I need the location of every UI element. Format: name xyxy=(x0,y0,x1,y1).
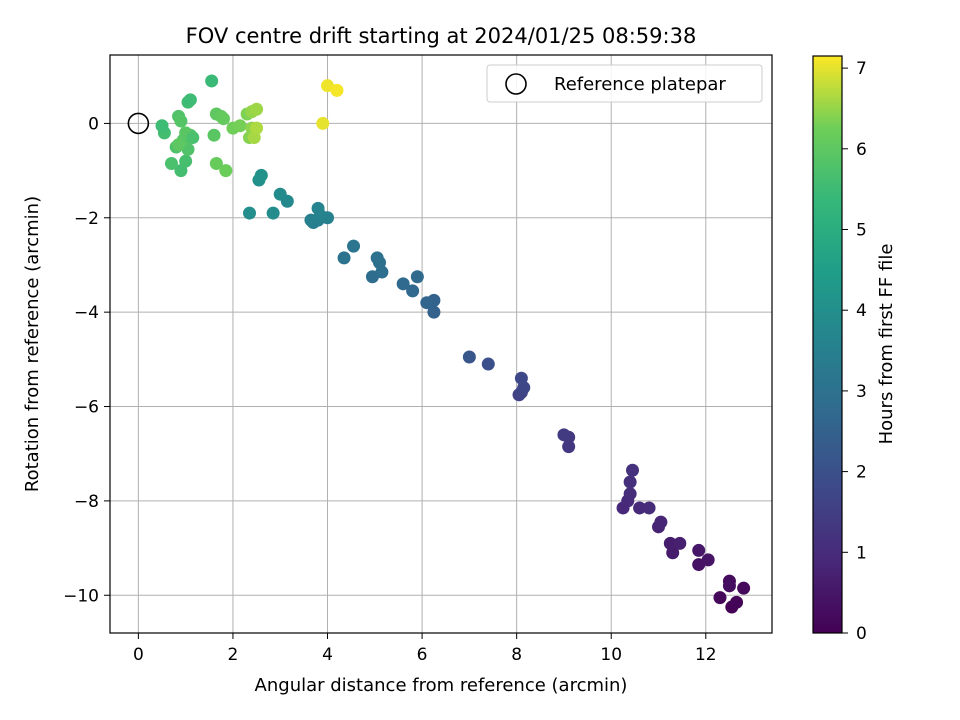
data-point xyxy=(205,74,219,88)
y-tick-label: −2 xyxy=(74,209,99,229)
legend: Reference platepar xyxy=(486,64,763,103)
x-tick-label: 10 xyxy=(600,645,622,665)
colorbar-tick-label: 7 xyxy=(856,59,867,79)
data-point xyxy=(164,157,178,171)
reference-marker xyxy=(127,112,150,135)
colorbar-label: Hours from first FF file xyxy=(876,244,897,445)
data-point xyxy=(713,591,727,605)
data-point xyxy=(186,131,200,145)
y-axis-ticks: 0 −2 −4 −6 −8 −10 xyxy=(63,114,110,606)
data-point xyxy=(172,138,186,152)
data-point xyxy=(730,595,744,609)
data-point xyxy=(427,305,441,319)
colorbar-ticks: 0 1 2 3 4 5 6 7 xyxy=(842,59,867,644)
x-axis-ticks: 0 2 4 6 8 10 12 xyxy=(133,633,717,665)
data-point xyxy=(557,428,571,442)
data-point xyxy=(673,536,687,550)
colorbar-tick-label: 3 xyxy=(856,382,867,402)
data-points xyxy=(155,74,751,614)
data-point xyxy=(266,206,280,220)
data-point xyxy=(722,579,736,593)
data-point xyxy=(242,206,256,220)
data-point xyxy=(155,119,169,133)
x-tick-label: 4 xyxy=(322,645,333,665)
data-point xyxy=(347,239,361,253)
data-point xyxy=(174,114,188,128)
data-point xyxy=(514,371,528,385)
data-point xyxy=(654,515,668,529)
legend-label: Reference platepar xyxy=(554,74,726,95)
y-tick-label: −4 xyxy=(74,303,99,323)
plot-frame xyxy=(109,54,773,634)
data-point xyxy=(410,270,424,284)
data-point xyxy=(633,501,647,515)
x-tick-label: 2 xyxy=(228,645,239,665)
y-axis-label: Rotation from reference (arcmin) xyxy=(22,196,43,492)
y-tick-label: −6 xyxy=(74,398,99,418)
colorbar-tick-label: 6 xyxy=(856,140,867,160)
x-tick-label: 12 xyxy=(695,645,717,665)
colorbar-tick-label: 0 xyxy=(856,624,867,644)
data-point xyxy=(179,154,193,168)
data-point xyxy=(219,164,233,178)
data-point xyxy=(481,357,495,371)
legend-reference-marker xyxy=(505,73,527,95)
data-point xyxy=(254,168,268,182)
data-point xyxy=(396,277,410,291)
colorbar-tick-label: 2 xyxy=(856,463,867,483)
data-point xyxy=(209,157,223,171)
colorbar-gradient xyxy=(812,55,843,634)
data-point xyxy=(663,536,677,550)
data-point xyxy=(692,543,706,557)
data-point xyxy=(462,350,476,364)
legend-box xyxy=(486,64,763,103)
data-point xyxy=(626,463,640,477)
y-tick-label: 0 xyxy=(88,114,99,134)
data-point xyxy=(623,475,637,489)
x-tick-label: 0 xyxy=(133,645,144,665)
plot-area xyxy=(110,55,772,633)
data-point xyxy=(183,93,197,107)
x-tick-label: 8 xyxy=(511,645,522,665)
colorbar-tick-label: 4 xyxy=(856,301,867,321)
colorbar-tick-label: 5 xyxy=(856,221,867,241)
data-point xyxy=(207,128,221,142)
y-tick-label: −8 xyxy=(74,492,99,512)
data-point xyxy=(273,187,287,201)
y-tick-label: −10 xyxy=(63,586,99,606)
data-point xyxy=(406,284,420,298)
data-point xyxy=(623,487,637,501)
x-tick-label: 6 xyxy=(417,645,428,665)
data-point xyxy=(701,553,715,567)
data-point xyxy=(250,102,264,116)
x-axis-label: Angular distance from reference (arcmin) xyxy=(255,675,628,696)
chart-title: FOV centre drift starting at 2024/01/25 … xyxy=(186,24,697,48)
data-point xyxy=(337,251,351,265)
data-point xyxy=(562,440,576,454)
data-point xyxy=(737,581,751,595)
data-point xyxy=(216,112,230,126)
colorbar-tick-label: 1 xyxy=(856,543,867,563)
data-point xyxy=(233,119,247,133)
data-point xyxy=(250,121,264,135)
data-point xyxy=(420,296,434,310)
data-point xyxy=(642,501,656,515)
data-point xyxy=(316,116,330,130)
colorbar: 0 1 2 3 4 5 6 7 Hours from first FF file xyxy=(812,55,897,644)
data-point xyxy=(311,201,325,215)
data-point xyxy=(330,83,344,97)
data-point xyxy=(370,251,384,265)
